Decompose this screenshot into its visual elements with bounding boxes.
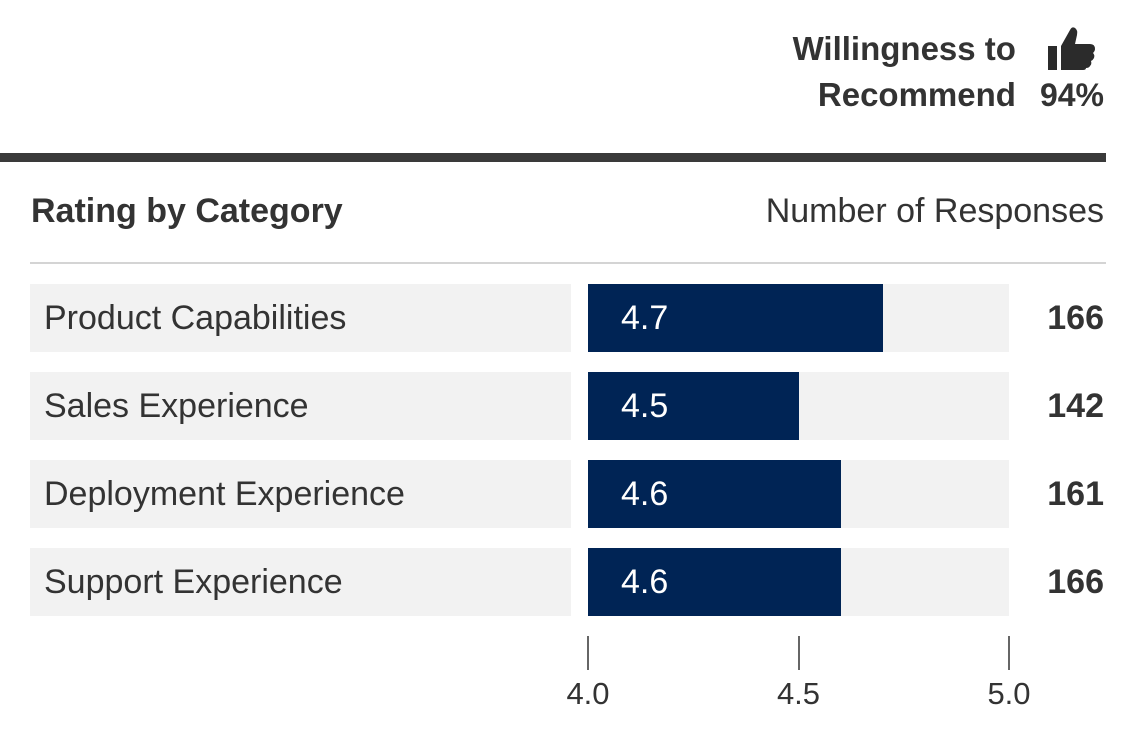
rating-bar: 4.6	[588, 460, 841, 528]
x-axis: 4.0 4.5 5.0	[0, 636, 1128, 726]
willingness-to-recommend: Willingness to Recommend 94%	[793, 26, 1104, 118]
category-label-box: Support Experience	[30, 548, 571, 616]
category-label: Deployment Experience	[44, 475, 405, 513]
bar-track: 4.7	[588, 284, 1009, 352]
category-row: Product Capabilities 4.7 166	[0, 284, 1128, 352]
axis-tick	[1008, 636, 1010, 670]
category-label: Support Experience	[44, 563, 343, 601]
rating-bar: 4.7	[588, 284, 883, 352]
category-label-box: Product Capabilities	[30, 284, 571, 352]
category-row: Sales Experience 4.5 142	[0, 372, 1128, 440]
category-label-box: Sales Experience	[30, 372, 571, 440]
rating-value-label: 4.7	[621, 299, 669, 337]
section-title: Rating by Category	[31, 192, 343, 230]
response-count: 166	[1047, 563, 1104, 601]
category-label: Sales Experience	[44, 387, 309, 425]
rating-value-label: 4.6	[621, 475, 669, 513]
thumbs-up-icon	[1047, 27, 1095, 70]
axis-tick	[797, 636, 800, 670]
response-count: 161	[1047, 475, 1104, 513]
willingness-value: 94%	[1039, 77, 1104, 113]
rating-value-label: 4.5	[621, 387, 669, 425]
rating-bar: 4.5	[588, 372, 799, 440]
category-row: Deployment Experience 4.6 161	[0, 460, 1128, 528]
rating-bar: 4.6	[588, 548, 841, 616]
axis-tick-label: 4.0	[566, 676, 610, 711]
willingness-label: Willingness to Recommend	[793, 26, 1016, 118]
willingness-label-line2: Recommend	[817, 76, 1016, 113]
responses-header: Number of Responses	[765, 192, 1104, 230]
axis-tick-label: 4.5	[776, 676, 821, 711]
category-label-box: Deployment Experience	[30, 460, 571, 528]
bar-track: 4.5	[588, 372, 1009, 440]
willingness-label-line1: Willingness to	[792, 30, 1016, 67]
response-count: 166	[1047, 299, 1104, 337]
header-rule	[30, 262, 1106, 264]
rating-value-label: 4.6	[621, 563, 669, 601]
category-row: Support Experience 4.6 166	[0, 548, 1128, 616]
bar-track: 4.6	[588, 548, 1009, 616]
response-count: 142	[1047, 387, 1104, 425]
bar-track: 4.6	[588, 460, 1009, 528]
axis-tick	[587, 636, 589, 670]
top-divider	[0, 153, 1106, 162]
axis-tick-label: 5.0	[987, 676, 1031, 711]
willingness-value-group: 94%	[1040, 26, 1104, 118]
category-label: Product Capabilities	[44, 299, 347, 337]
